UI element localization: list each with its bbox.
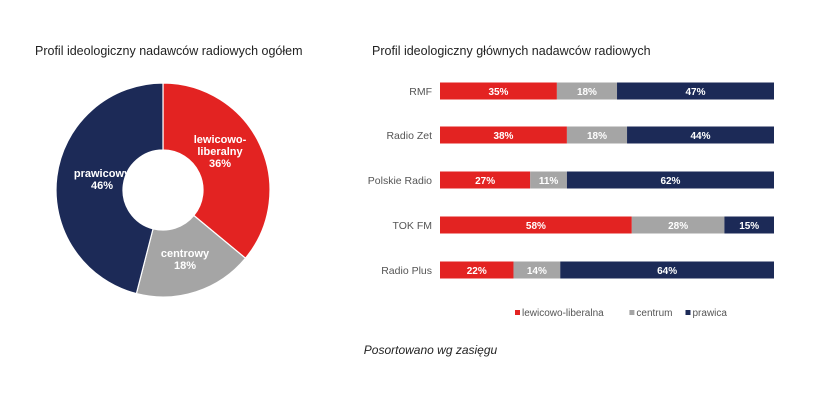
- donut-label-line: liberalny: [197, 146, 243, 158]
- legend-swatch: [515, 310, 520, 315]
- bar-segment: [627, 126, 774, 144]
- donut-label-line: lewicowo-: [194, 134, 247, 146]
- data-label: 22%: [467, 266, 487, 277]
- bar-segment: [556, 82, 618, 100]
- bar-segment: [566, 171, 774, 189]
- bar-segment: [440, 126, 567, 144]
- legend-label: lewicowo-liberalna: [522, 308, 604, 319]
- legend-label: centrum: [636, 308, 672, 319]
- donut-label: prawicowy 46%: [74, 168, 131, 192]
- bar-segment: [440, 261, 514, 279]
- sort-note: Posortowano wg zasięgu: [363, 343, 498, 357]
- donut-label-line: 36%: [209, 158, 231, 170]
- bar-segment: [530, 171, 567, 189]
- data-label: 62%: [660, 176, 680, 187]
- donut-label-line: centrowy: [161, 248, 210, 260]
- bar-segment: [560, 261, 774, 279]
- legend-swatch: [629, 310, 635, 315]
- bar-segment: [724, 216, 774, 234]
- legend-label: prawica: [693, 308, 728, 319]
- category-label: Polskie Radio: [368, 175, 432, 187]
- donut-label-line: prawicowy: [74, 168, 131, 180]
- donut-title: Profil ideologiczny nadawców radiowych o…: [35, 44, 303, 58]
- legend-swatch: [685, 310, 691, 315]
- data-label: 18%: [587, 131, 607, 142]
- donut-slice: [162, 82, 271, 260]
- bar-segment: [566, 126, 628, 144]
- bar-chart-title: Profil ideologiczny głównych nadawców ra…: [372, 44, 651, 58]
- category-label: Radio Plus: [381, 265, 432, 277]
- data-label: 35%: [488, 87, 508, 98]
- data-label: 38%: [493, 131, 513, 142]
- donut-slice: [55, 82, 164, 295]
- data-label: 64%: [657, 266, 677, 277]
- bar-segment: [617, 82, 774, 100]
- donut-label-line: 18%: [174, 260, 196, 272]
- category-label: TOK FM: [393, 220, 432, 232]
- donut-label: centrowy 18%: [161, 248, 210, 272]
- data-label: 11%: [539, 176, 559, 187]
- data-label: 28%: [668, 221, 688, 232]
- category-label: Radio Zet: [386, 130, 432, 142]
- donut-label-line: 46%: [91, 180, 113, 192]
- data-label: 15%: [739, 221, 759, 232]
- bar-segment: [631, 216, 725, 234]
- data-label: 14%: [527, 266, 547, 277]
- data-label: 58%: [526, 221, 546, 232]
- data-label: 44%: [691, 131, 711, 142]
- bar-segment: [440, 216, 632, 234]
- data-label: 18%: [577, 87, 597, 98]
- category-label: RMF: [409, 86, 432, 98]
- donut-label: lewicowo-liberalny 36%: [194, 134, 247, 170]
- bar-segment: [513, 261, 561, 279]
- donut-slice: [135, 214, 247, 298]
- data-label: 27%: [475, 176, 495, 187]
- bar-segment: [440, 82, 557, 100]
- data-label: 47%: [686, 87, 706, 98]
- bar-segment: [440, 171, 531, 189]
